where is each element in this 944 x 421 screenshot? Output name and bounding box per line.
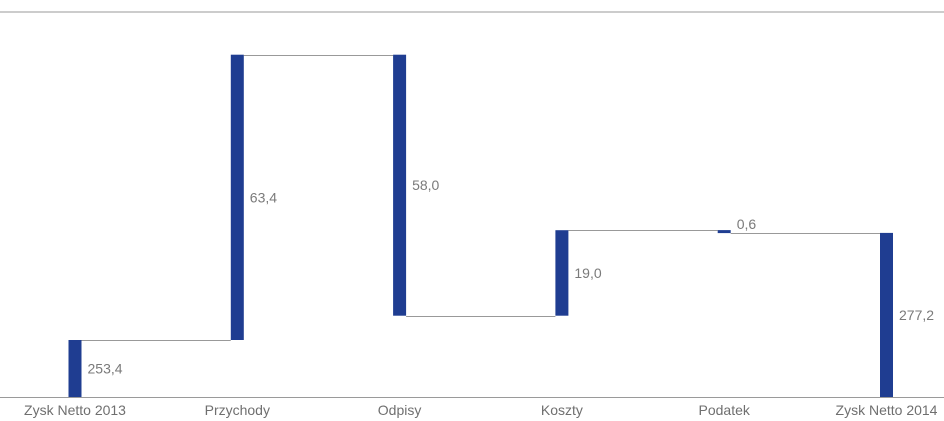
waterfall-bar [230,54,244,340]
connectors-group [81,55,880,341]
data-label: 277,2 [899,307,934,323]
bars-group [68,54,893,397]
waterfall-bar [68,340,82,397]
waterfall-bar [717,230,731,234]
waterfall-bar [555,230,569,316]
data-label: 0,6 [737,216,757,232]
data-label: 253,4 [88,361,123,377]
data-labels-group: 253,4 63,4 58,0 19,0 0,6 277,2 [88,177,935,376]
x-tick-label: Podatek [699,402,751,418]
x-tick-labels-group: Zysk Netto 2013 Przychody Odpisy Koszty Poda… [24,402,938,418]
data-label: 58,0 [412,177,439,193]
x-tick-label: Zysk Netto 2014 [836,402,938,418]
waterfall-bar [393,54,407,316]
x-tick-label: Przychody [205,402,270,418]
x-tick-label: Zysk Netto 2013 [24,402,126,418]
data-label: 19,0 [574,265,601,281]
x-tick-label: Koszty [541,402,583,418]
x-tick-label: Odpisy [378,402,422,418]
waterfall-bar [880,232,893,397]
data-label: 63,4 [250,189,277,205]
